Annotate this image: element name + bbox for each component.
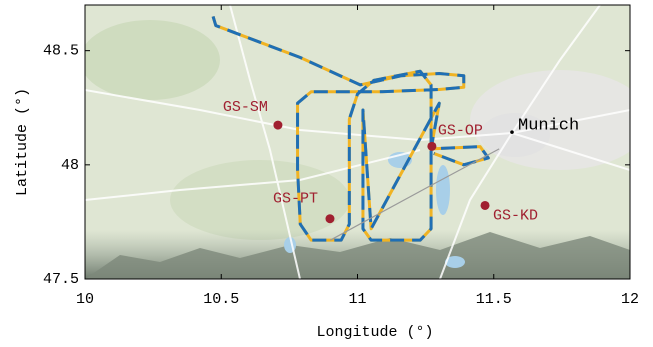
y-tick-label: 48.5 [43,43,79,60]
ground-station [427,142,436,151]
y-tick-label: 48 [61,157,79,174]
x-tick-label: 10 [76,291,94,308]
station-label: GS-PT [273,191,318,208]
city-label: Munich [518,117,579,136]
x-tick-label: 11.5 [476,291,512,308]
city-marker [510,130,514,134]
station-label: GS-KD [493,207,538,224]
ground-station [481,201,490,210]
ground-station [273,121,282,130]
y-tick-label: 47.5 [43,271,79,288]
x-tick-label: 12 [621,291,639,308]
station-label: GS-OP [438,122,483,139]
chart: Longitude (°) Latitude (°) 10 10.5 11 11.5 1… [0,0,653,347]
y-axis-label: Latitude (°) [14,88,31,196]
x-axis-label: Longitude (°) [316,324,433,341]
station-label: GS-SM [223,99,268,116]
page: {"chart_data": {"type": "map", "xlabel":… [0,0,653,347]
ground-station [325,214,334,223]
x-tick-label: 11 [348,291,366,308]
x-tick-label: 10.5 [203,291,239,308]
